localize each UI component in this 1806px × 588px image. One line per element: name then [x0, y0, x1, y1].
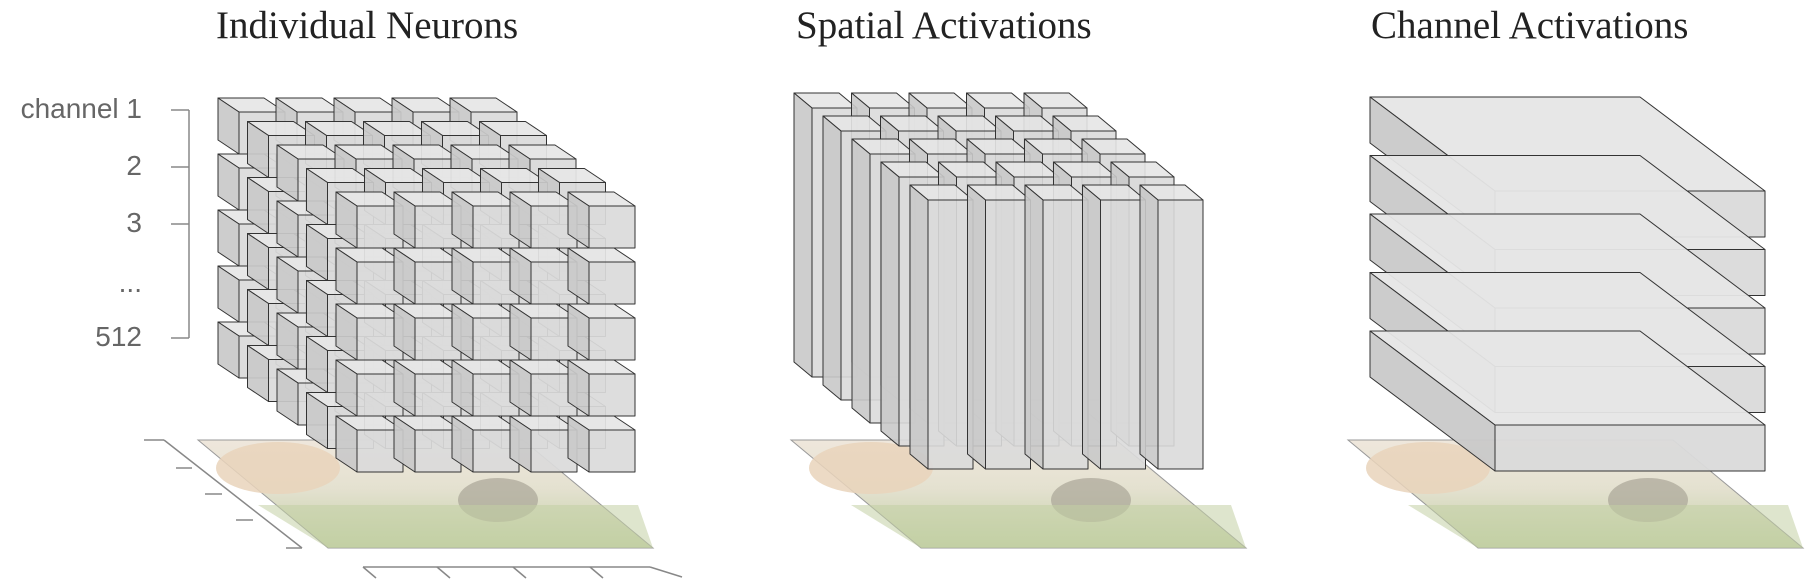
neuron-cube-d0-r4-c1-front [414, 429, 462, 473]
neuron-cube-d0-r1-c1 [393, 247, 462, 305]
neuron-cube-d0-r0-c1 [393, 191, 462, 249]
neuron-cube-d0-r2-c4-front [588, 317, 636, 361]
panel-title-individual-neurons: Individual Neurons [216, 4, 519, 47]
panel-title-channel-activations: Channel Activations [1371, 4, 1689, 47]
neuron-cube-d0-r2-c3 [509, 303, 578, 361]
spatial-column-d0-c0-side [909, 184, 929, 470]
spatial-column-d0-c0 [909, 184, 974, 470]
width-tick-2 [436, 566, 451, 579]
neuron-cube-d0-r3-c3 [509, 359, 578, 417]
spatial-columns-block [793, 92, 1204, 470]
neuron-cube-d0-r2-c4 [567, 303, 636, 361]
channel-label-3: 3 [126, 207, 142, 238]
spatial-column-d4-c0-side [793, 92, 813, 378]
spatial-column-d0-c1-front [985, 199, 1031, 470]
neuron-cube-d0-r3-c4 [567, 359, 636, 417]
spatial-column-d0-c1-side [967, 184, 986, 470]
neuron-cube-d0-r0-c4 [567, 191, 636, 249]
channel-axis [171, 109, 190, 339]
channel-label-2: 2 [126, 150, 142, 181]
spatial-axes [144, 439, 683, 579]
neuron-cube-d0-r4-c3 [509, 415, 578, 473]
spatial-column-d0-c3-side [1082, 184, 1101, 470]
neuron-cube-d0-r0-c3 [509, 191, 578, 249]
neurons-floor-dog [216, 442, 340, 494]
neurons-floor-grass [258, 505, 653, 548]
channel-slab-5 [1369, 330, 1766, 472]
spatial-column-d0-c0-front [927, 199, 974, 470]
channel-slabs-block [1369, 96, 1766, 472]
spatial-column-d0-c4-front [1157, 199, 1204, 470]
neuron-cube-d0-r1-c3 [509, 247, 578, 305]
neuron-cube-d0-r2-c2 [451, 303, 520, 361]
neuron-cube-d0-r3-c4-front [588, 373, 636, 417]
spatial-column-d0-c2-side [1024, 184, 1044, 470]
neurons-block [217, 97, 636, 473]
spatial-column-d0-c1 [967, 184, 1031, 470]
neuron-cube-d0-r4-c0 [335, 415, 404, 473]
neuron-cube-d0-r4-c4-front [588, 429, 636, 473]
neuron-cube-d0-r3-c1 [393, 359, 462, 417]
neuron-cube-d0-r0-c0 [335, 191, 404, 249]
neuron-cube-d0-r0-c4-front [588, 205, 636, 249]
spatial-floor-dog [809, 442, 933, 494]
spatial-column-d0-c3-front [1100, 199, 1146, 470]
spatial-floor-grass [851, 505, 1246, 548]
neuron-cube-d0-r4-c1 [393, 415, 462, 473]
channel-floor-grass [1408, 505, 1803, 548]
spatial-column-d2-c0-side [851, 138, 871, 424]
neuron-cube-d0-r4-c0-front [356, 429, 404, 473]
channel-slab-5-front [1494, 424, 1766, 472]
channel-label-512: 512 [95, 321, 142, 352]
neuron-cube-d0-r1-c2 [451, 247, 520, 305]
spatial-column-d1-c0-side [880, 161, 900, 447]
width-tick-4 [589, 566, 604, 579]
width-tick-1 [362, 566, 377, 579]
width-tick-3 [512, 566, 527, 579]
width-tick-5 [649, 566, 683, 578]
spatial-column-d0-c2 [1024, 184, 1089, 470]
spatial-column-d3-c0-side [822, 115, 842, 401]
neuron-cube-d0-r4-c2 [451, 415, 520, 473]
neuron-cube-d0-r3-c0 [335, 359, 404, 417]
neuron-cube-d0-r4-c2-front [472, 429, 520, 473]
depth-axis-line [163, 439, 303, 549]
neuron-cube-d0-r1-c4 [567, 247, 636, 305]
channel-label-ellipsis: ... [118, 267, 142, 298]
spatial-column-d0-c2-front [1042, 199, 1089, 470]
panel-title-spatial-activations: Spatial Activations [796, 4, 1092, 47]
neuron-cube-d0-r1-c4-front [588, 261, 636, 305]
neuron-cube-d0-r1-c0 [335, 247, 404, 305]
spatial-column-d0-c3 [1082, 184, 1146, 470]
neuron-cube-d0-r0-c2 [451, 191, 520, 249]
neuron-cube-d0-r2-c0 [335, 303, 404, 361]
neuron-cube-d0-r3-c2 [451, 359, 520, 417]
neuron-cube-d0-r4-c4 [567, 415, 636, 473]
spatial-column-d0-c4 [1139, 184, 1204, 470]
neuron-cube-d0-r2-c1 [393, 303, 462, 361]
spatial-column-d0-c4-side [1139, 184, 1159, 470]
channel-floor-dog [1366, 442, 1490, 494]
neuron-cube-d0-r4-c3-front [530, 429, 578, 473]
channel-label-1: channel 1 [20, 93, 142, 124]
